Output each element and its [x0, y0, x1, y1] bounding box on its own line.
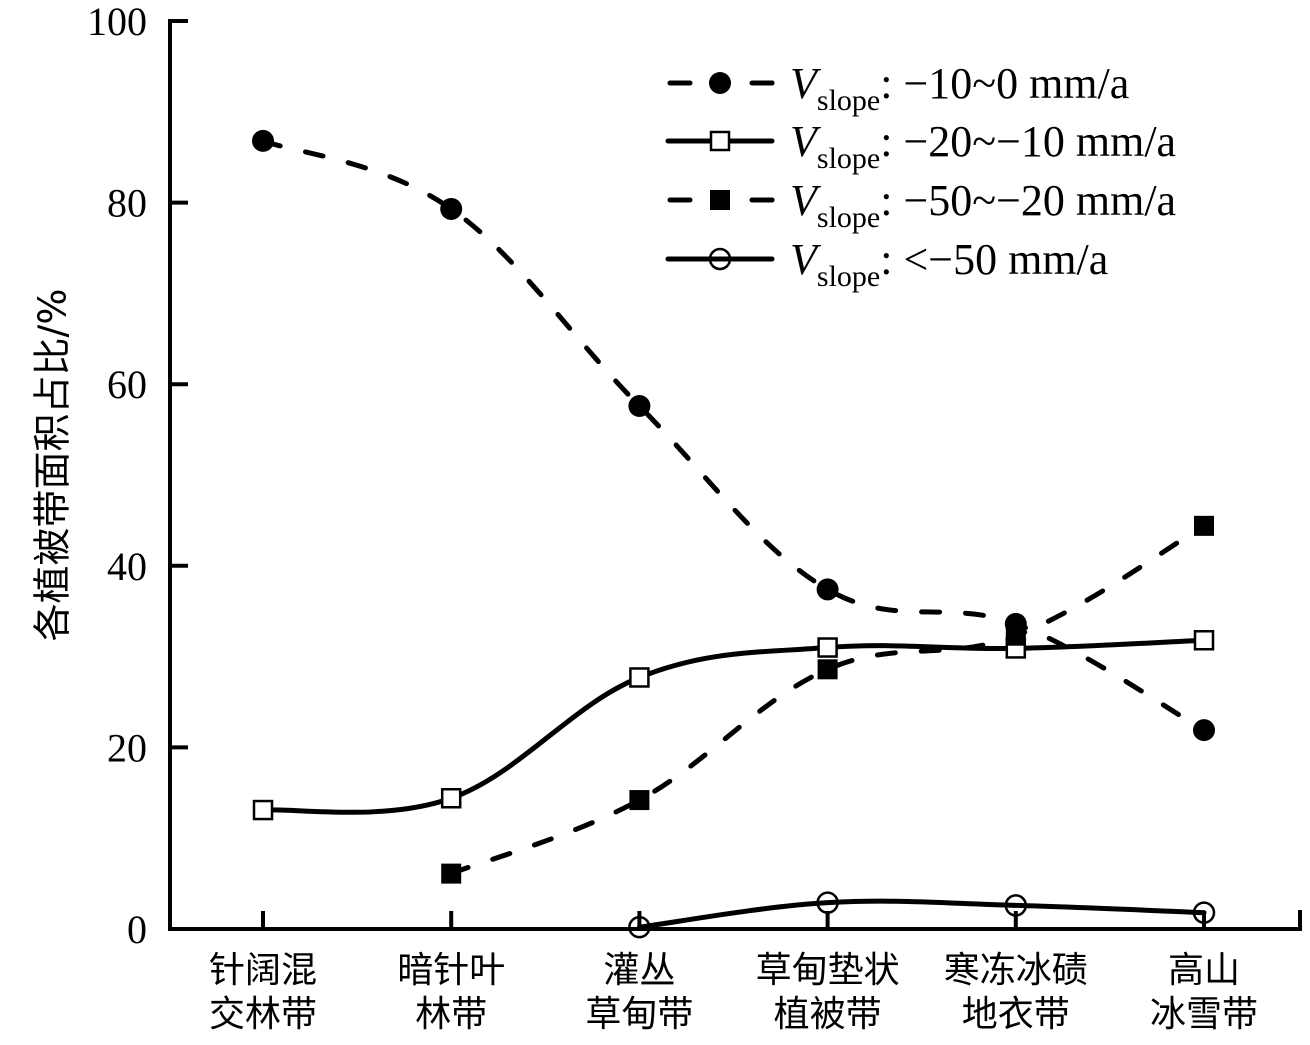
x-tick-label: 植被带: [774, 994, 882, 1035]
series-line-3: [636, 898, 1207, 930]
data-point: [817, 637, 838, 658]
x-tick-label: 草甸带: [585, 994, 693, 1035]
legend-marker: [709, 130, 731, 152]
axes: [168, 19, 1302, 931]
x-tick-label: 草甸垫状: [756, 950, 900, 991]
data-point: [817, 659, 838, 680]
y-tick-label: 60: [107, 362, 147, 407]
x-tick-label: 冰雪带: [1150, 994, 1258, 1035]
legend-range: : −20~−10 mm/a: [880, 117, 1176, 166]
legend-subscript: slope: [817, 201, 880, 234]
data-point: [816, 891, 839, 914]
y-tick-label: 40: [107, 544, 147, 589]
y-tick-label: 20: [107, 725, 147, 770]
x-tick-label: 灌丛: [603, 950, 675, 991]
x-tick-label: 林带: [415, 994, 487, 1035]
legend-range: : −50~−20 mm/a: [880, 176, 1176, 225]
series-2: [441, 515, 1214, 884]
x-tick-label: 高山: [1168, 950, 1240, 991]
legend-range: : −10~0 mm/a: [880, 59, 1129, 108]
x-tick-label: 地衣带: [962, 994, 1070, 1035]
legend-subscript: slope: [817, 260, 880, 293]
legend-item: Vslope: −10~0 mm/a: [667, 59, 1129, 117]
legend-label: Vslope: <−50 mm/a: [790, 235, 1108, 293]
y-tick-label: 100: [87, 0, 147, 44]
data-point: [1193, 630, 1215, 651]
legend-label: Vslope: −20~−10 mm/a: [790, 117, 1176, 175]
legend-var: V: [790, 235, 822, 284]
data-point: [440, 787, 462, 809]
data-point: [816, 578, 839, 601]
legend-subscript: slope: [817, 142, 880, 175]
y-tick-label: 80: [107, 181, 147, 226]
data-point: [252, 799, 274, 821]
data-point: [1193, 719, 1215, 742]
data-point: [252, 129, 274, 152]
legend-item: Vslope: −50~−20 mm/a: [667, 176, 1176, 234]
data-point: [1194, 515, 1214, 536]
data-point: [441, 863, 462, 884]
legend-item: Vslope: −20~−10 mm/a: [665, 117, 1176, 175]
data-point: [629, 790, 650, 811]
x-tick-label: 针阔混: [209, 950, 317, 991]
series-1: [252, 630, 1215, 821]
y-ticks: 0 20 40 60 80 100: [87, 0, 188, 952]
legend-marker: [708, 247, 732, 271]
legend-marker: [709, 72, 731, 94]
legend-var: V: [790, 176, 822, 225]
legend-label: Vslope: −50~−20 mm/a: [790, 176, 1176, 234]
series-line-1: [260, 637, 1207, 815]
data-point: [629, 667, 650, 688]
data-point: [440, 197, 463, 220]
x-tick-label: 暗针叶: [397, 950, 505, 991]
series-line-2: [448, 523, 1207, 877]
series-3: [628, 891, 1216, 939]
data-point: [1004, 894, 1028, 917]
data-point: [1005, 625, 1026, 646]
legend-label: Vslope: −10~0 mm/a: [790, 59, 1129, 117]
y-axis-label: 各植被带面积占比/%: [31, 289, 75, 642]
legend-range: : <−50 mm/a: [880, 235, 1108, 284]
data-point: [1192, 901, 1216, 924]
legend-marker: [710, 190, 730, 210]
legend-var: V: [790, 59, 822, 108]
legend-var: V: [790, 117, 822, 166]
data-point: [628, 394, 651, 417]
x-tick-label: 交林带: [209, 994, 317, 1035]
data-point: [628, 915, 651, 939]
legend-item: Vslope: <−50 mm/a: [665, 235, 1108, 293]
x-tick-label: 寒冻冰碛: [944, 950, 1088, 991]
y-tick-label: 0: [127, 907, 147, 952]
series-line-0: [260, 138, 1207, 733]
legend-subscript: slope: [817, 84, 880, 117]
series-layer: [252, 129, 1216, 939]
